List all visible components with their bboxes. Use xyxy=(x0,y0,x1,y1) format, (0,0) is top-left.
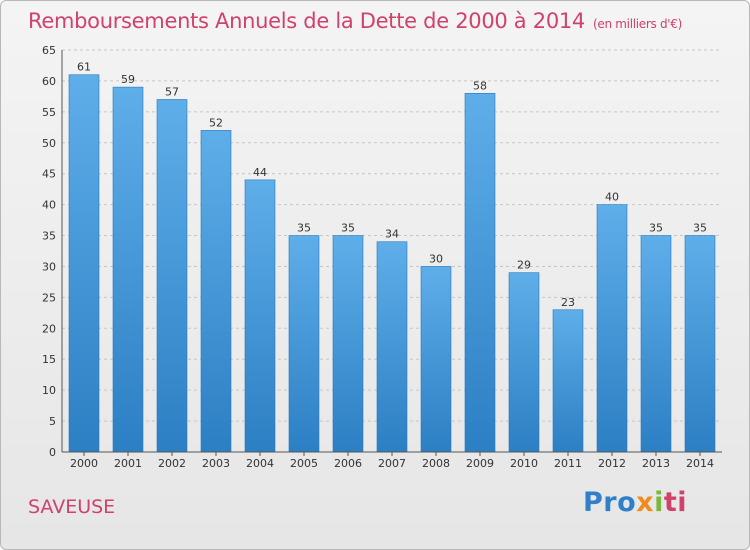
bar-value-label: 29 xyxy=(517,259,531,272)
bar-value-label: 35 xyxy=(341,222,355,235)
bar-value-label: 23 xyxy=(561,296,575,309)
bar-value-label: 34 xyxy=(385,228,399,241)
y-tick-label: 0 xyxy=(49,446,56,459)
x-tick-label: 2013 xyxy=(642,457,670,470)
logo-part: i xyxy=(654,487,664,518)
bar-value-label: 44 xyxy=(253,166,267,179)
y-tick-label: 20 xyxy=(42,322,56,335)
y-tick-label: 40 xyxy=(42,199,56,212)
bar-value-label: 30 xyxy=(429,252,443,265)
bar xyxy=(420,266,452,453)
chart-title: Remboursements Annuels de la Dette de 20… xyxy=(28,9,682,33)
bar-value-label: 59 xyxy=(121,73,135,86)
commune-name: SAVEUSE xyxy=(28,496,116,518)
bar xyxy=(112,86,144,453)
logo-part: x xyxy=(636,487,655,518)
bar xyxy=(68,74,100,453)
bar xyxy=(332,235,364,453)
x-tick-label: 2011 xyxy=(554,457,582,470)
y-tick-label: 15 xyxy=(42,353,56,366)
proxiti-logo: Proxiti xyxy=(583,487,687,518)
x-tick-label: 2003 xyxy=(202,457,230,470)
bar-value-label: 52 xyxy=(209,116,223,129)
x-tick-label: 2000 xyxy=(70,457,98,470)
axes xyxy=(61,50,722,456)
bar xyxy=(552,309,584,453)
bar-value-label: 40 xyxy=(605,191,619,204)
y-tick-label: 65 xyxy=(42,44,56,57)
labels: 0 5 10 15 20 25 30 35 40 45 50 55 60 65 61 2000 59 2001 57… xyxy=(42,44,714,470)
x-tick-label: 2001 xyxy=(114,457,142,470)
bar-value-label: 57 xyxy=(165,85,179,98)
bar xyxy=(640,235,672,453)
bar xyxy=(288,235,320,453)
y-tick-label: 60 xyxy=(42,75,56,88)
chart-title-text: Remboursements Annuels de la Dette de 20… xyxy=(28,9,585,33)
logo-part: Pro xyxy=(583,487,637,518)
y-tick-label: 30 xyxy=(42,260,56,273)
bar-value-label: 35 xyxy=(649,222,663,235)
bar-value-label: 61 xyxy=(77,61,91,74)
bar-value-label: 35 xyxy=(297,222,311,235)
bar xyxy=(684,235,716,453)
x-tick-label: 2005 xyxy=(290,457,318,470)
chart-subtitle: (en milliers d'€) xyxy=(593,17,683,31)
y-tick-label: 55 xyxy=(42,106,56,119)
bar xyxy=(508,272,540,453)
bar-value-label: 58 xyxy=(473,79,487,92)
bar xyxy=(376,241,408,453)
x-tick-label: 2006 xyxy=(334,457,362,470)
y-tick-label: 5 xyxy=(49,415,56,428)
bar xyxy=(156,99,188,453)
x-tick-label: 2010 xyxy=(510,457,538,470)
y-tick-label: 25 xyxy=(42,291,56,304)
bar xyxy=(464,92,496,453)
x-tick-label: 2004 xyxy=(246,457,274,470)
logo-part: ti xyxy=(663,487,688,518)
bar xyxy=(244,179,276,453)
bar xyxy=(200,130,232,453)
x-tick-label: 2007 xyxy=(378,457,406,470)
bars xyxy=(68,74,716,453)
x-tick-label: 2008 xyxy=(422,457,450,470)
x-tick-label: 2012 xyxy=(598,457,626,470)
y-tick-label: 50 xyxy=(42,137,56,150)
y-tick-label: 10 xyxy=(42,384,56,397)
y-tick-label: 35 xyxy=(42,230,56,243)
x-tick-label: 2014 xyxy=(686,457,714,470)
bar xyxy=(596,204,628,453)
x-tick-label: 2002 xyxy=(158,457,186,470)
y-tick-label: 45 xyxy=(42,168,56,181)
x-tick-label: 2009 xyxy=(466,457,494,470)
bar-value-label: 35 xyxy=(693,222,707,235)
